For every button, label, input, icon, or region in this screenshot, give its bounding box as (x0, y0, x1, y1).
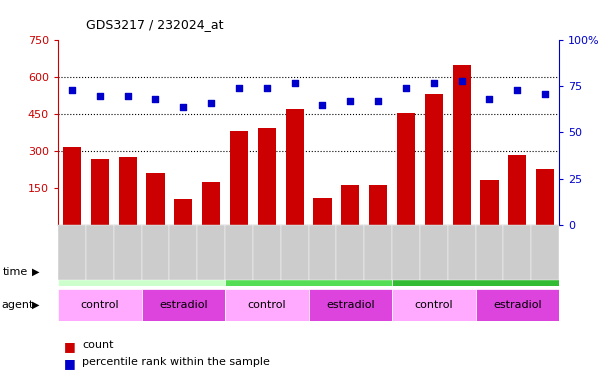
Point (457, 78, 467, 84)
Bar (147, 173, 164, 225)
Bar (91, 159, 109, 225)
Bar (536, 169, 554, 225)
Point (318, 102, 327, 108)
Point (150, 96, 160, 103)
FancyBboxPatch shape (309, 289, 392, 321)
Point (345, 98, 355, 104)
Bar (397, 113, 415, 225)
Point (401, 85, 411, 91)
Bar (202, 182, 220, 225)
Text: count: count (82, 340, 114, 350)
Bar (63, 147, 81, 225)
Text: estradiol: estradiol (326, 300, 375, 310)
Bar (258, 128, 276, 225)
Point (67, 87, 77, 93)
Point (513, 87, 522, 93)
Text: ▶: ▶ (32, 300, 39, 310)
Point (123, 93, 133, 99)
FancyBboxPatch shape (225, 289, 309, 321)
Point (373, 98, 383, 104)
Bar (230, 131, 248, 225)
FancyBboxPatch shape (392, 289, 475, 321)
Text: 24 h: 24 h (295, 265, 323, 278)
Text: ■: ■ (64, 340, 76, 353)
FancyBboxPatch shape (475, 289, 559, 321)
Bar (119, 157, 137, 225)
Point (485, 96, 494, 103)
FancyBboxPatch shape (225, 257, 392, 286)
Text: estradiol: estradiol (493, 300, 541, 310)
Bar (342, 185, 359, 225)
Point (178, 104, 188, 110)
Bar (313, 198, 332, 225)
Text: agent: agent (2, 300, 34, 310)
FancyBboxPatch shape (392, 257, 559, 286)
Point (207, 100, 216, 106)
Point (540, 91, 550, 97)
Text: control: control (81, 300, 119, 310)
FancyBboxPatch shape (142, 289, 225, 321)
Bar (285, 109, 304, 225)
Text: GDS3217 / 232024_at: GDS3217 / 232024_at (86, 18, 223, 31)
Text: control: control (414, 300, 453, 310)
Bar (453, 65, 470, 225)
Bar (508, 155, 526, 225)
Bar (480, 180, 499, 225)
Bar (369, 185, 387, 225)
Bar (174, 199, 192, 225)
FancyBboxPatch shape (58, 289, 142, 321)
Point (234, 85, 244, 91)
Text: time: time (3, 266, 28, 277)
Text: ■: ■ (64, 357, 76, 370)
Text: estradiol: estradiol (159, 300, 208, 310)
Point (429, 79, 439, 86)
Point (95, 93, 104, 99)
Point (290, 79, 299, 86)
FancyBboxPatch shape (58, 257, 225, 286)
Text: percentile rank within the sample: percentile rank within the sample (82, 357, 270, 367)
Point (262, 85, 272, 91)
Text: ▶: ▶ (32, 266, 39, 277)
Bar (425, 94, 443, 225)
Text: 12 h: 12 h (128, 265, 155, 278)
Text: control: control (247, 300, 286, 310)
Text: 48 h: 48 h (462, 265, 489, 278)
